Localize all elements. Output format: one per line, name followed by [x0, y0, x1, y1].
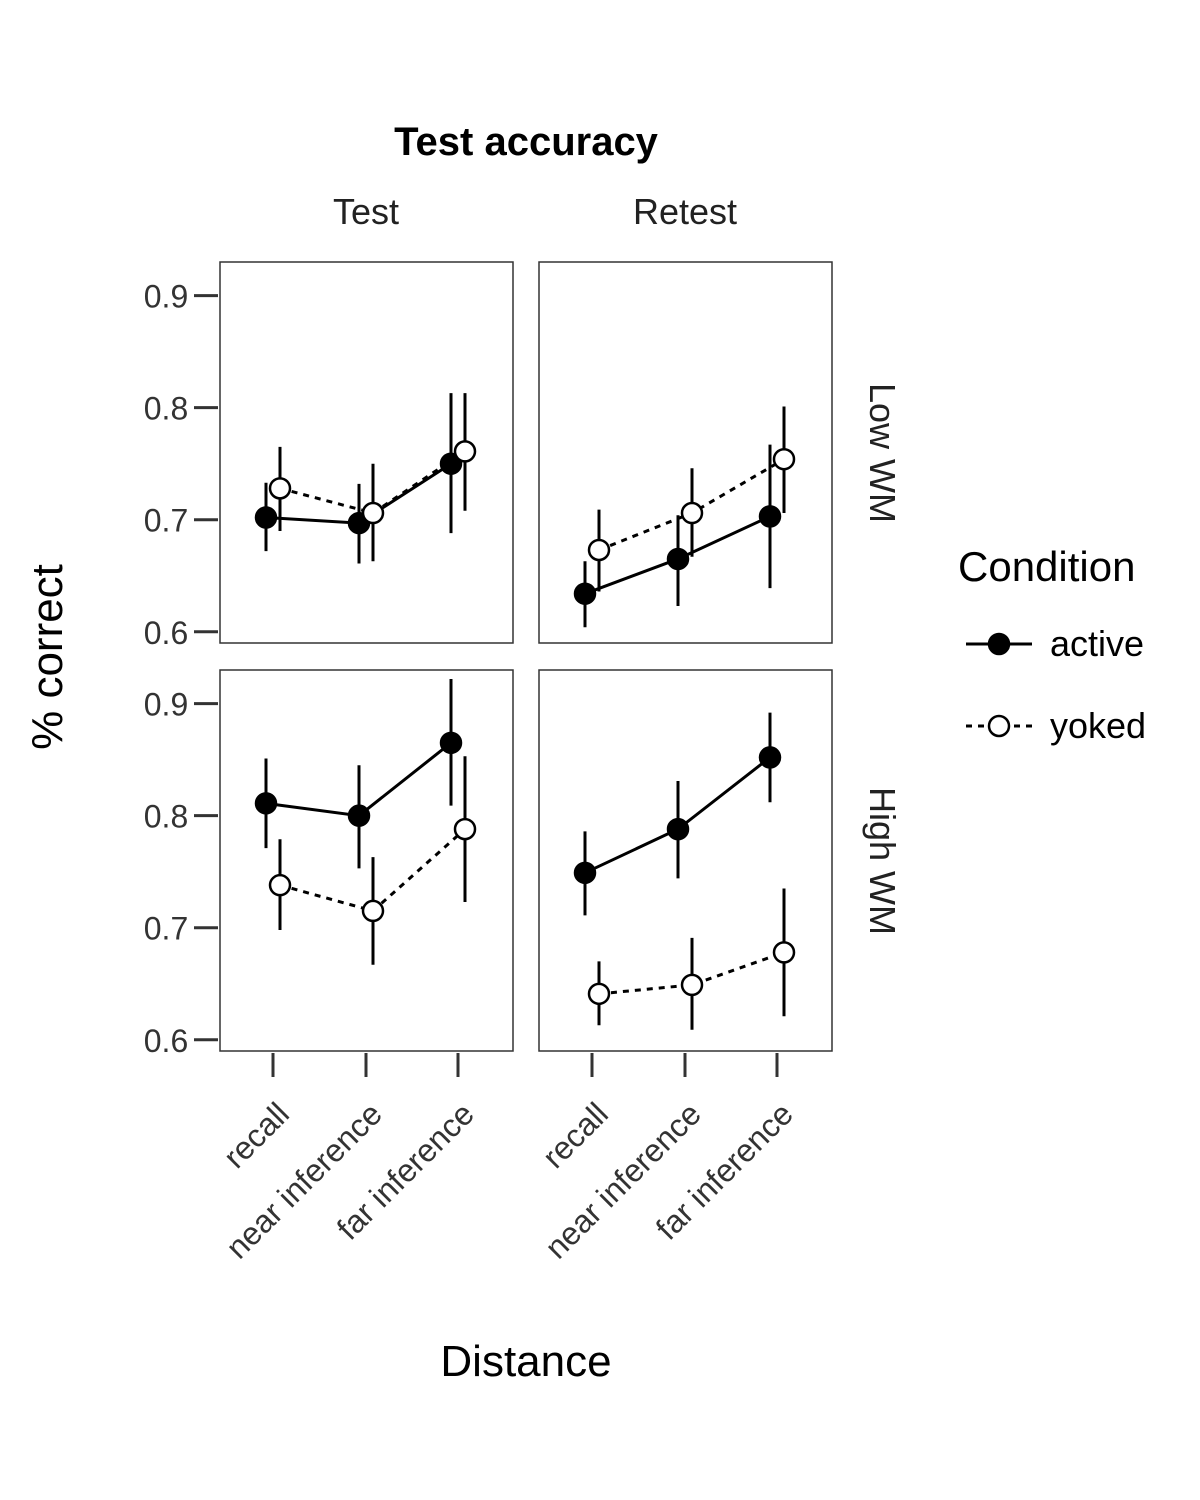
panel-test-low-wm-active-point: [254, 506, 278, 529]
panel-test-low-wm-yoked-point: [361, 501, 385, 525]
panel-test-high-wm-frame: [219, 669, 514, 1052]
panel-retest-low-wm: [538, 261, 833, 644]
y-axis-label: % correct: [23, 564, 72, 750]
panel-test-high-wm-xtick-label: recall: [216, 1095, 296, 1175]
legend-item-yoked: yoked: [966, 705, 1146, 746]
panel-retest-low-wm-active-point: [573, 582, 597, 605]
legend-item-active-marker: [987, 632, 1011, 656]
legend-title: Condition: [958, 543, 1135, 590]
x-axis-label: Distance: [440, 1337, 611, 1386]
legend-item-active-label: active: [1050, 623, 1144, 664]
panel-test-low-wm-ytick-label: 0.6: [144, 615, 188, 651]
panel-retest-high-wm-xtick-label: recall: [535, 1095, 615, 1175]
panel-retest-low-wm-active-point: [758, 505, 782, 528]
panel-retest-high-wm-active-point: [573, 861, 597, 885]
panel-test-low-wm-frame: [219, 261, 514, 644]
panel-test-high-wm-active-point: [347, 804, 371, 827]
panel-retest-high-wm-frame: [538, 669, 833, 1052]
panel-test-low-wm-ytick-label: 0.8: [144, 391, 188, 427]
row-label-high-wm: High WM: [862, 787, 903, 935]
panel-test-low-wm: 0.6 0.7 0.8 0.9: [144, 261, 514, 651]
panel-retest-high-wm-active-point: [666, 817, 690, 841]
column-label-test: Test: [333, 191, 399, 232]
panel-retest-high-wm-yoked-point: [587, 982, 611, 1006]
panel-test-high-wm-yoked-point: [453, 817, 477, 841]
legend-item-active: active: [966, 623, 1144, 664]
legend-item-yoked-label: yoked: [1050, 705, 1146, 746]
panel-retest-high-wm-active-point: [758, 746, 782, 769]
panel-retest-low-wm-frame: [538, 261, 833, 644]
panel-test-low-wm-yoked-point: [268, 477, 292, 500]
panel-test-high-wm-ytick-label: 0.6: [144, 1023, 188, 1059]
panel-test-low-wm-ytick-label: 0.7: [144, 503, 188, 539]
panel-test-high-wm-active-point: [254, 792, 278, 815]
panel-test-high-wm-active-point: [439, 731, 463, 755]
chart-title: Test accuracy: [394, 120, 659, 164]
panel-retest-low-wm-active-point: [666, 547, 690, 571]
panel-test-low-wm-yoked-point: [453, 440, 477, 463]
panel-test-high-wm-yoked-point: [268, 873, 292, 897]
legend: Condition active yoked: [958, 543, 1146, 746]
panel-retest-low-wm-yoked-point: [680, 501, 704, 525]
panel-test-high-wm-ytick-label: 0.8: [144, 799, 188, 835]
panel-retest-low-wm-yoked-point: [772, 447, 796, 471]
legend-items: active yoked: [966, 623, 1146, 746]
panel-test-high-wm-ytick-label: 0.7: [144, 911, 188, 947]
panel-retest-high-wm-yoked-point: [772, 941, 796, 964]
panel-retest-high-wm-yoked-line: [598, 950, 785, 996]
panel-retest-low-wm-yoked-point: [587, 538, 611, 562]
panel-test-low-wm-ytick-label: 0.9: [144, 279, 188, 315]
panel-retest-high-wm-yoked-point: [680, 973, 704, 997]
legend-item-yoked-marker: [987, 714, 1011, 738]
panel-test-high-wm-ytick-label: 0.9: [144, 687, 188, 723]
row-label-low-wm: Low WM: [862, 383, 903, 523]
column-label-retest: Retest: [633, 191, 737, 232]
panel-test-high-wm-yoked-point: [361, 899, 385, 923]
